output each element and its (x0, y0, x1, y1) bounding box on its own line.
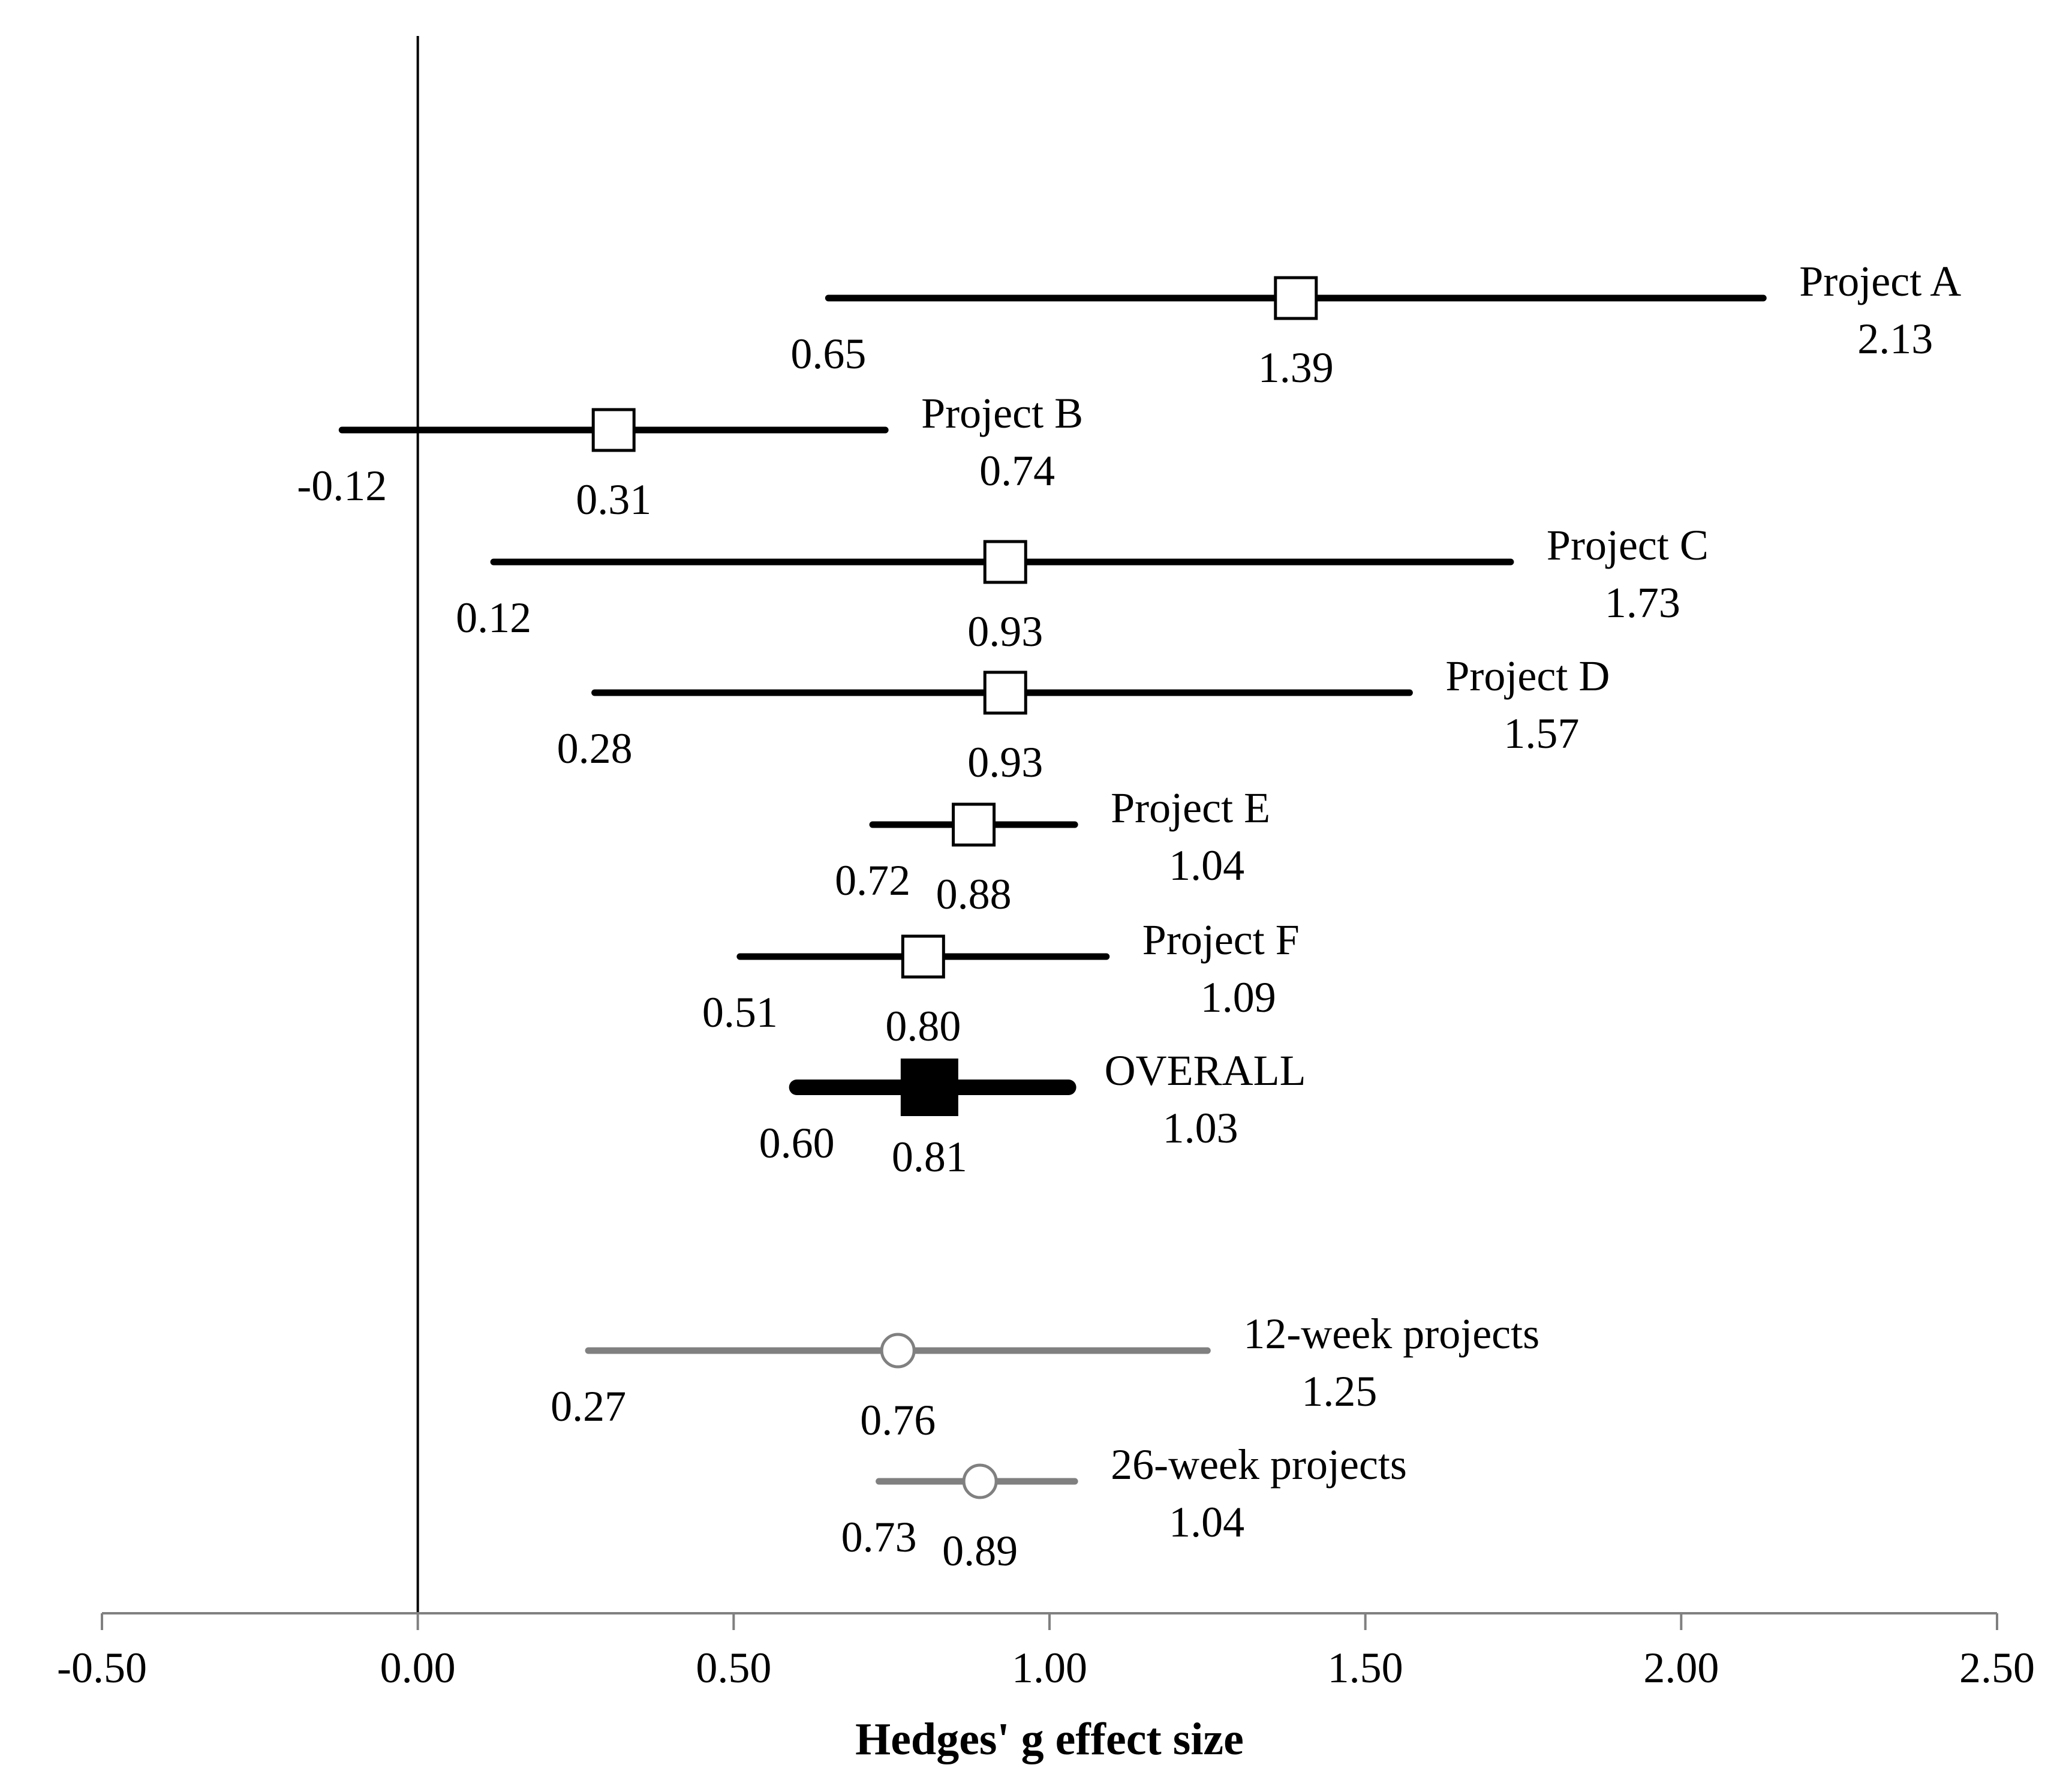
estimate-marker (880, 1333, 916, 1369)
x-axis-ticks: -0.50 0.00 0.50 1.00 1.50 2.00 2.50 (57, 1613, 2035, 1692)
lower-bound-label: 0.51 (702, 988, 778, 1036)
estimate-label: 0.31 (576, 476, 651, 524)
lower-bound-label: 0.73 (841, 1513, 917, 1561)
lower-bound-label: 0.28 (557, 724, 633, 772)
upper-bound-label: 1.73 (1605, 579, 1680, 627)
row-name-label: 12-week projects (1243, 1310, 1539, 1358)
estimate-marker (901, 934, 945, 979)
estimate-marker (962, 1463, 998, 1499)
row-name-label: Project F (1142, 916, 1300, 964)
row-project-e: Project E 1.04 0.72 0.88 (835, 784, 1270, 918)
row-name-label: OVERALL (1105, 1047, 1306, 1095)
lower-bound-label: -0.12 (297, 462, 387, 510)
x-tick-label: 2.00 (1643, 1644, 1719, 1692)
x-tick-label: 0.50 (696, 1644, 771, 1692)
row-name-label: 26-week projects (1111, 1441, 1407, 1489)
row-overall: OVERALL 1.03 0.60 0.81 (759, 1047, 1306, 1181)
x-tick-label: 2.50 (1959, 1644, 2035, 1692)
estimate-label: 0.89 (942, 1527, 1018, 1575)
upper-bound-label: 1.09 (1201, 973, 1276, 1021)
estimate-marker (1274, 276, 1318, 320)
upper-bound-label: 2.13 (1857, 315, 1933, 363)
row-project-a: Project A 2.13 0.65 1.39 (790, 257, 1961, 392)
upper-bound-label: 1.04 (1169, 1498, 1244, 1546)
row-name-label: Project C (1547, 521, 1709, 569)
lower-bound-label: 0.12 (456, 594, 531, 642)
row-26-week-projects: 26-week projects 1.04 0.73 0.89 (841, 1441, 1407, 1575)
row-name-label: Project E (1111, 784, 1270, 832)
x-tick-label: 1.00 (1012, 1644, 1087, 1692)
row-project-b: Project B 0.74 -0.12 0.31 (297, 389, 1083, 524)
x-tick-label: 1.50 (1328, 1644, 1403, 1692)
upper-bound-label: 1.04 (1169, 841, 1244, 889)
row-name-label: Project D (1445, 652, 1610, 700)
estimate-label: 0.80 (885, 1002, 961, 1050)
row-name-label: Project A (1799, 257, 1961, 305)
upper-bound-label: 1.25 (1301, 1367, 1377, 1415)
row-project-d: Project D 1.57 0.28 0.93 (557, 652, 1610, 786)
row-name-label: Project B (921, 389, 1083, 437)
row-12-week-projects: 12-week projects 1.25 0.27 0.76 (551, 1310, 1539, 1444)
estimate-label: 0.81 (892, 1133, 967, 1181)
estimate-marker (591, 408, 636, 452)
upper-bound-label: 0.74 (979, 447, 1055, 495)
estimate-label: 1.39 (1258, 344, 1334, 392)
lower-bound-label: 0.60 (759, 1119, 835, 1167)
lower-bound-label: 0.27 (551, 1382, 626, 1430)
estimate-marker (983, 540, 1027, 584)
estimate-marker (983, 671, 1027, 715)
lower-bound-label: 0.65 (790, 330, 866, 378)
row-project-c: Project C 1.73 0.12 0.93 (456, 521, 1709, 656)
estimate-label: 0.88 (936, 870, 1012, 918)
row-project-f: Project F 1.09 0.51 0.80 (702, 916, 1300, 1050)
estimate-label: 0.76 (860, 1396, 936, 1444)
x-axis-title: Hedges' g effect size (855, 1714, 1244, 1764)
lower-bound-label: 0.72 (835, 856, 910, 904)
x-tick-label: -0.50 (57, 1644, 147, 1692)
estimate-marker (900, 1059, 958, 1116)
estimate-label: 0.93 (967, 608, 1043, 656)
x-tick-label: 0.00 (380, 1644, 456, 1692)
estimate-label: 0.93 (967, 738, 1043, 786)
upper-bound-label: 1.03 (1163, 1104, 1238, 1152)
estimate-marker (952, 802, 996, 847)
forest-rows: Project A 2.13 0.65 1.39 Project B 0.74 -0.12 0… (297, 257, 1961, 1575)
upper-bound-label: 1.57 (1503, 709, 1579, 757)
